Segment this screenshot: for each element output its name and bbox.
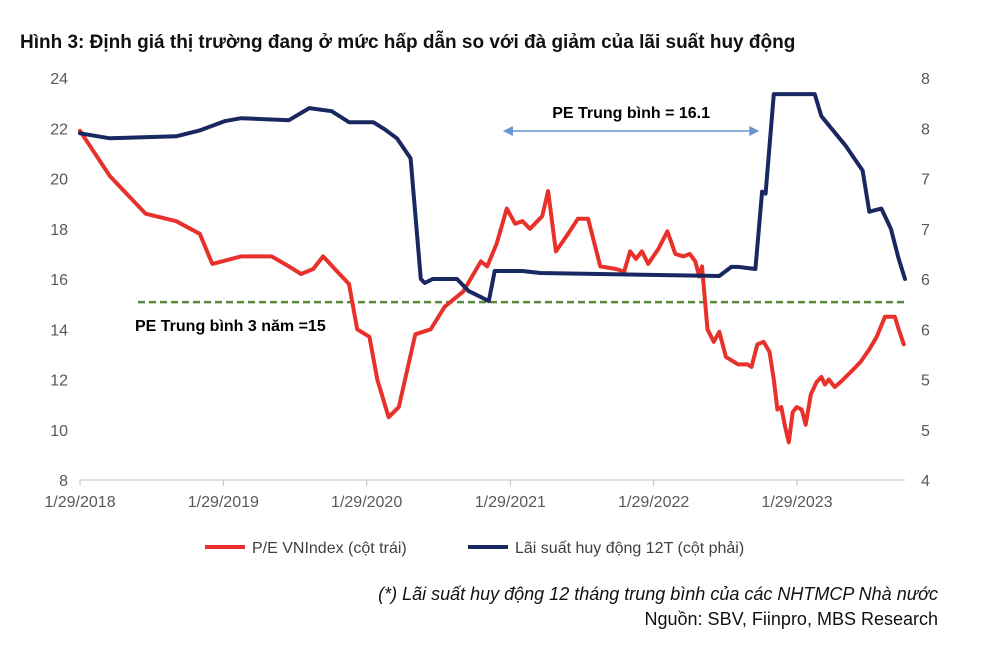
y-right-tick-label: 7 xyxy=(921,172,930,189)
y-right-tick-label: 6 xyxy=(921,322,930,339)
y-right-tick-label: 5 xyxy=(921,423,930,440)
y-right-tick-label: 4 xyxy=(921,473,930,490)
chart-title: Hình 3: Định giá thị trường đang ở mức h… xyxy=(20,32,796,53)
y-left-tick-label: 18 xyxy=(50,222,68,239)
reference-line-label: PE Trung bình 3 năm =15 xyxy=(135,318,326,335)
axes: 8 10 12 14 16 18 20 22 24 4 5 5 6 6 7 7 8 8 1/29/2018 1/29/… xyxy=(44,71,930,511)
y-left-tick-label: 12 xyxy=(50,373,68,390)
x-tick-label: 1/29/2022 xyxy=(618,494,689,511)
x-tick-label: 1/29/2019 xyxy=(188,494,259,511)
y-left-tick-label: 24 xyxy=(50,71,68,88)
chart-svg: 8 10 12 14 16 18 20 22 24 4 5 5 6 6 7 7 8 8 1/29/2018 1/29/… xyxy=(44,71,930,557)
x-tick-label: 1/29/2018 xyxy=(44,494,115,511)
source-note: Nguồn: SBV, Fiinpro, MBS Research xyxy=(644,609,938,629)
annotation-label: PE Trung bình = 16.1 xyxy=(552,105,710,122)
y-left-tick-label: 10 xyxy=(50,423,68,440)
footnote: (*) Lãi suất huy động 12 tháng trung bìn… xyxy=(378,584,938,604)
annotation-arrow-left-head xyxy=(502,126,513,136)
y-right-tick-label: 5 xyxy=(921,373,930,390)
annotation-arrow-right-head xyxy=(749,126,760,136)
x-tick-label: 1/29/2021 xyxy=(475,494,546,511)
series-pe-vnindex-line xyxy=(78,128,906,445)
y-left-tick-label: 20 xyxy=(50,172,68,189)
y-left-tick-label: 22 xyxy=(50,121,68,138)
legend-label: P/E VNIndex (cột trái) xyxy=(252,540,407,557)
series-group xyxy=(78,92,907,445)
legend: P/E VNIndex (cột trái) Lãi suất huy động … xyxy=(205,540,744,557)
y-right-tick-label: 8 xyxy=(921,121,930,138)
footnote-block: (*) Lãi suất huy động 12 tháng trung bìn… xyxy=(378,582,938,632)
series-deposit-rate-line xyxy=(78,92,907,304)
y-left-tick-label: 14 xyxy=(50,322,68,339)
reference-line-group: PE Trung bình 3 năm =15 xyxy=(135,300,905,335)
y-left-tick-label: 16 xyxy=(50,272,68,289)
y-right-tick-label: 6 xyxy=(921,272,930,289)
annotation-group: PE Trung bình = 16.1 xyxy=(502,105,760,136)
x-tick-label: 1/29/2020 xyxy=(331,494,402,511)
legend-label: Lãi suất huy động 12T (cột phải) xyxy=(515,540,744,557)
y-right-tick-label: 8 xyxy=(921,71,930,88)
y-left-tick-label: 8 xyxy=(59,473,68,490)
y-right-tick-label: 7 xyxy=(921,222,930,239)
x-tick-label: 1/29/2023 xyxy=(761,494,832,511)
